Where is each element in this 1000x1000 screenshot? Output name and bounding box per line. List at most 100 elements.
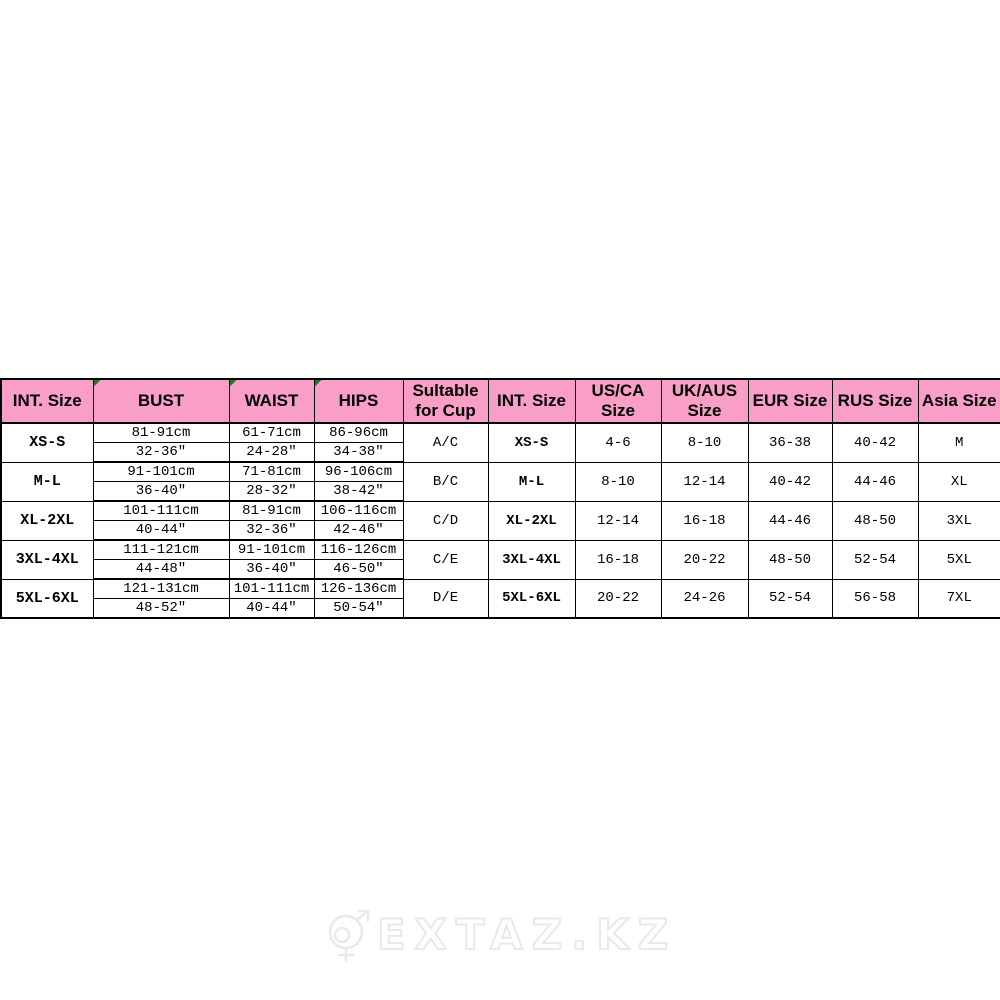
- cell-uk-aus: 12-14: [660, 461, 749, 502]
- cell-int-size: XL-2XL: [0, 500, 94, 541]
- table-row-inches: 44-48″ 36-40″ 46-50″: [1, 559, 1000, 580]
- cell-hips-cm: 96-106cm: [313, 461, 404, 482]
- cell-rus: 52-54: [831, 539, 919, 580]
- cell-asia: 5XL: [917, 539, 1000, 580]
- cell-bust-in: 40-44″: [92, 520, 230, 541]
- header-waist: WAIST: [228, 378, 315, 424]
- cell-bust-cm: 121-131cm: [92, 578, 230, 599]
- cell-waist-in: 28-32″: [228, 481, 315, 502]
- cell-bust-in: 44-48″: [92, 559, 230, 580]
- cell-rus: 56-58: [831, 578, 919, 619]
- green-triangle-icon: [230, 380, 237, 387]
- cell-asia: 3XL: [917, 500, 1000, 541]
- cell-int-size: M-L: [0, 461, 94, 502]
- cell-bust-cm: 81-91cm: [92, 422, 230, 443]
- cell-waist-cm: 71-81cm: [228, 461, 315, 482]
- header-waist-label: WAIST: [244, 390, 299, 410]
- cell-uk-aus: 16-18: [660, 500, 749, 541]
- cell-waist-cm: 61-71cm: [228, 422, 315, 443]
- gender-symbol-icon: [328, 909, 370, 963]
- header-bust-label: BUST: [137, 390, 185, 410]
- cell-us-ca: 4-6: [574, 422, 662, 463]
- table-row-inches: 48-52″ 40-44″ 50-54″: [1, 598, 1000, 619]
- cell-int-size: 3XL-4XL: [0, 539, 94, 580]
- cell-us-ca: 8-10: [574, 461, 662, 502]
- cell-int-size-right: XS-S: [487, 422, 576, 463]
- cell-us-ca: 16-18: [574, 539, 662, 580]
- cell-hips-in: 50-54″: [313, 598, 404, 619]
- cell-waist-in: 24-28″: [228, 442, 315, 463]
- cell-rus: 44-46: [831, 461, 919, 502]
- green-triangle-icon: [94, 380, 101, 387]
- cell-eur: 40-42: [747, 461, 833, 502]
- cell-int-size: XS-S: [0, 422, 94, 463]
- table-row: 5XL-6XL 121-131cm 101-111cm 126-136cm D/…: [0, 578, 1000, 619]
- header-uk-aus: UK/AUS Size: [660, 378, 749, 424]
- cell-cup: C/E: [402, 539, 489, 580]
- cell-waist-cm: 101-111cm: [228, 578, 315, 599]
- cell-bust-in: 32-36″: [92, 442, 230, 463]
- header-rus: RUS Size: [831, 378, 919, 424]
- table-row-inches: 40-44″ 32-36″ 42-46″: [1, 520, 1000, 541]
- cell-hips-cm: 86-96cm: [313, 422, 404, 443]
- cell-asia: 7XL: [917, 578, 1000, 619]
- cell-int-size-right: 3XL-4XL: [487, 539, 576, 580]
- cell-cup: B/C: [402, 461, 489, 502]
- cell-hips-in: 34-38″: [313, 442, 404, 463]
- header-us-ca: US/CA Size: [574, 378, 662, 424]
- cell-waist-in: 32-36″: [228, 520, 315, 541]
- cell-us-ca: 20-22: [574, 578, 662, 619]
- header-eur: EUR Size: [747, 378, 833, 424]
- cell-asia: M: [917, 422, 1000, 463]
- cell-uk-aus: 8-10: [660, 422, 749, 463]
- header-cup: Sultable for Cup: [402, 378, 489, 424]
- cell-rus: 40-42: [831, 422, 919, 463]
- cell-hips-in: 38-42″: [313, 481, 404, 502]
- cell-uk-aus: 24-26: [660, 578, 749, 619]
- cell-eur: 44-46: [747, 500, 833, 541]
- header-bust: BUST: [92, 378, 230, 424]
- cell-int-size-right: 5XL-6XL: [487, 578, 576, 619]
- cell-cup: D/E: [402, 578, 489, 619]
- table-row-inches: 36-40″ 28-32″ 38-42″: [1, 481, 1000, 502]
- table-row: 3XL-4XL 111-121cm 91-101cm 116-126cm C/E…: [0, 539, 1000, 580]
- cell-rus: 48-50: [831, 500, 919, 541]
- table-row: M-L 91-101cm 71-81cm 96-106cm B/C M-L 8-…: [0, 461, 1000, 502]
- cell-bust-in: 36-40″: [92, 481, 230, 502]
- size-chart-table: INT. Size BUST WAIST HIPS Sultable for C…: [0, 378, 1000, 619]
- cell-uk-aus: 20-22: [660, 539, 749, 580]
- cell-eur: 36-38: [747, 422, 833, 463]
- header-asia: Asia Size: [917, 378, 1000, 424]
- header-row: INT. Size BUST WAIST HIPS Sultable for C…: [0, 378, 1000, 424]
- cell-int-size-right: XL-2XL: [487, 500, 576, 541]
- cell-eur: 52-54: [747, 578, 833, 619]
- cell-hips-cm: 106-116cm: [313, 500, 404, 521]
- header-hips-label: HIPS: [338, 390, 379, 410]
- header-int-size-right: INT. Size: [487, 378, 576, 424]
- cell-bust-in: 48-52″: [92, 598, 230, 619]
- table-row-inches: 32-36″ 24-28″ 34-38″: [1, 442, 1000, 463]
- cell-us-ca: 12-14: [574, 500, 662, 541]
- cell-cup: A/C: [402, 422, 489, 463]
- cell-hips-cm: 116-126cm: [313, 539, 404, 560]
- cell-waist-in: 40-44″: [228, 598, 315, 619]
- cell-cup: C/D: [402, 500, 489, 541]
- cell-hips-in: 42-46″: [313, 520, 404, 541]
- table-row: XS-S 81-91cm 61-71cm 86-96cm A/C XS-S 4-…: [0, 422, 1000, 463]
- cell-waist-cm: 91-101cm: [228, 539, 315, 560]
- cell-hips-in: 46-50″: [313, 559, 404, 580]
- watermark: EXTAZ.KZ: [0, 902, 1000, 966]
- cell-eur: 48-50: [747, 539, 833, 580]
- cell-hips-cm: 126-136cm: [313, 578, 404, 599]
- cell-bust-cm: 111-121cm: [92, 539, 230, 560]
- cell-asia: XL: [917, 461, 1000, 502]
- cell-waist-cm: 81-91cm: [228, 500, 315, 521]
- header-hips: HIPS: [313, 378, 404, 424]
- cell-bust-cm: 91-101cm: [92, 461, 230, 482]
- cell-waist-in: 36-40″: [228, 559, 315, 580]
- header-int-size-left: INT. Size: [0, 378, 94, 424]
- green-triangle-icon: [315, 380, 322, 387]
- cell-bust-cm: 101-111cm: [92, 500, 230, 521]
- cell-int-size: 5XL-6XL: [0, 578, 94, 619]
